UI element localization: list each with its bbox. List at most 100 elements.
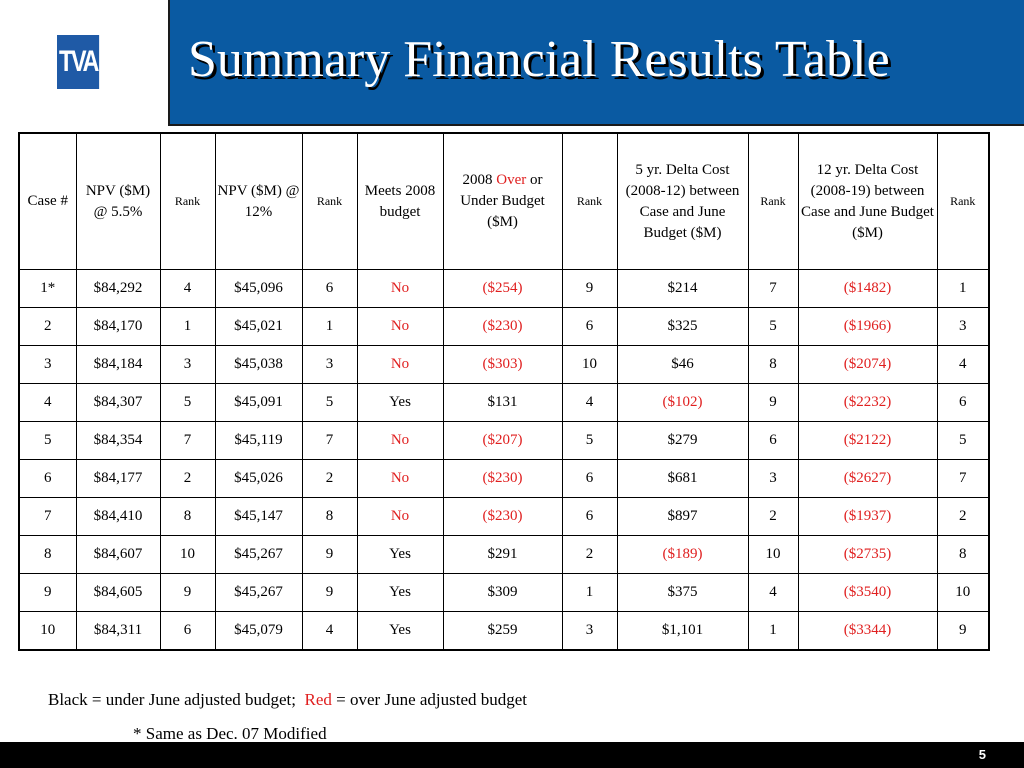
table-cell: 6: [561, 497, 618, 536]
table-cell: No: [356, 421, 444, 460]
page-number: 5: [978, 747, 986, 762]
legend-red-text: = over June adjusted budget: [331, 690, 528, 709]
table-cell: 6: [561, 307, 618, 346]
table-cell: 2: [159, 459, 216, 498]
table-cell: $45,147: [214, 497, 303, 536]
table-cell: 3: [159, 345, 216, 384]
table-cell: $45,119: [214, 421, 303, 460]
table-cell: 4: [301, 611, 358, 651]
footnote: * Same as Dec. 07 Modified: [133, 724, 327, 743]
table-cell: ($3540): [797, 573, 938, 612]
table-cell: 5: [18, 421, 77, 460]
table-row: 6 $84,177 2 $45,026 2 No ($230) 6 $681 3 ($2627) 7: [18, 459, 990, 498]
header-5yr-delta: 5 yr. Delta Cost (2008-12) between Case …: [616, 132, 749, 270]
table-cell: 6: [936, 383, 990, 422]
table-cell: $681: [616, 459, 749, 498]
table-row: 2 $84,170 1 $45,021 1 No ($230) 6 $325 5 ($1966) 3: [18, 307, 990, 346]
table-cell: $131: [442, 383, 563, 422]
legend-black-text: Black = under June adjusted budget;: [48, 690, 297, 709]
table-cell: ($230): [442, 459, 563, 498]
table-cell: $84,605: [75, 573, 161, 612]
table-cell: $84,292: [75, 269, 161, 308]
header-npv-12: NPV ($M) @ 12%: [214, 132, 303, 270]
table-cell: ($2122): [797, 421, 938, 460]
table-cell: No: [356, 345, 444, 384]
table-row: 8 $84,607 10 $45,267 9 Yes $291 2 ($189) 10 ($2735…: [18, 535, 990, 574]
table-cell: ($2074): [797, 345, 938, 384]
table-cell: ($1482): [797, 269, 938, 308]
table-cell: 5: [936, 421, 990, 460]
table-cell: 7: [936, 459, 990, 498]
table-cell: 3: [18, 345, 77, 384]
table-cell: 6: [159, 611, 216, 651]
table-cell: ($254): [442, 269, 563, 308]
table-cell: ($230): [442, 497, 563, 536]
header-budget-2008-pre: 2008: [462, 172, 497, 188]
header-budget-2008-post: or Under Budget ($M): [460, 172, 545, 230]
table-cell: 4: [747, 573, 799, 612]
table-cell: $84,177: [75, 459, 161, 498]
table-cell: 7: [747, 269, 799, 308]
table-cell: 7: [18, 497, 77, 536]
table-cell: 3: [936, 307, 990, 346]
table-cell: 9: [159, 573, 216, 612]
table-row: 10 $84,311 6 $45,079 4 Yes $259 3 $1,101 1 ($3344)…: [18, 611, 990, 651]
header-rank-5: Rank: [936, 132, 990, 270]
table-cell: $46: [616, 345, 749, 384]
table-cell: 8: [936, 535, 990, 574]
table-cell: 8: [301, 497, 358, 536]
legend-red-word: Red: [304, 690, 332, 709]
table-cell: 10: [561, 345, 618, 384]
table-cell: 8: [18, 535, 77, 574]
header-12yr-delta: 12 yr. Delta Cost (2008-19) between Case…: [797, 132, 938, 270]
table-cell: ($189): [616, 535, 749, 574]
header-npv-5-5: NPV ($M) @ 5.5%: [75, 132, 161, 270]
header-budget-2008: 2008 Over or Under Budget ($M): [442, 132, 563, 270]
table-cell: Yes: [356, 611, 444, 651]
table-cell: 2: [747, 497, 799, 536]
table-cell: No: [356, 307, 444, 346]
table-cell: No: [356, 459, 444, 498]
table-cell: ($207): [442, 421, 563, 460]
table-cell: 5: [747, 307, 799, 346]
header-rank-1: Rank: [159, 132, 216, 270]
header-meets-budget: Meets 2008 budget: [356, 132, 444, 270]
table-cell: 6: [747, 421, 799, 460]
table-cell: ($2627): [797, 459, 938, 498]
table-cell: 4: [936, 345, 990, 384]
table-cell: $45,038: [214, 345, 303, 384]
table-cell: $45,091: [214, 383, 303, 422]
table-cell: 9: [301, 535, 358, 574]
table-cell: $45,021: [214, 307, 303, 346]
title-bar: Summary Financial Results Table: [170, 0, 1024, 126]
table-cell: 3: [747, 459, 799, 498]
table-cell: 9: [18, 573, 77, 612]
table-cell: 10: [747, 535, 799, 574]
logo-panel: TVA: [0, 0, 170, 126]
header-case: Case #: [18, 132, 77, 270]
header-rank-3: Rank: [561, 132, 618, 270]
table-cell: $84,311: [75, 611, 161, 651]
table-cell: $291: [442, 535, 563, 574]
table-cell: 1: [561, 573, 618, 612]
table-cell: 7: [301, 421, 358, 460]
table-row: 1* $84,292 4 $45,096 6 No ($254) 9 $214 7 ($1482) 1: [18, 269, 990, 308]
table-cell: 2: [936, 497, 990, 536]
table-cell: $45,026: [214, 459, 303, 498]
table-cell: 10: [159, 535, 216, 574]
table-cell: $259: [442, 611, 563, 651]
table-cell: ($1966): [797, 307, 938, 346]
table-cell: 1: [301, 307, 358, 346]
table-cell: No: [356, 497, 444, 536]
header-rank-2: Rank: [301, 132, 358, 270]
table-cell: $45,267: [214, 573, 303, 612]
table-cell: 10: [936, 573, 990, 612]
table-cell: 8: [747, 345, 799, 384]
table-row: 4 $84,307 5 $45,091 5 Yes $131 4 ($102) 9 ($2232) 6: [18, 383, 990, 422]
table-cell: $45,096: [214, 269, 303, 308]
table-cell: 1: [936, 269, 990, 308]
table-cell: 7: [159, 421, 216, 460]
table-cell: $84,354: [75, 421, 161, 460]
table-cell: 8: [159, 497, 216, 536]
table-cell: 2: [18, 307, 77, 346]
